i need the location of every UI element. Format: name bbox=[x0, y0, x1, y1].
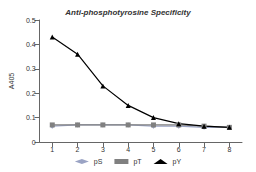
svg-text:0.3: 0.3 bbox=[26, 65, 36, 72]
svg-text:pY: pY bbox=[173, 158, 182, 166]
svg-text:0: 0 bbox=[32, 139, 36, 146]
svg-text:2: 2 bbox=[76, 146, 80, 153]
svg-text:3: 3 bbox=[101, 146, 105, 153]
svg-text:1: 1 bbox=[50, 146, 54, 153]
svg-text:0.5: 0.5 bbox=[26, 17, 36, 24]
svg-text:5: 5 bbox=[152, 146, 156, 153]
svg-text:pT: pT bbox=[133, 158, 142, 166]
svg-text:4: 4 bbox=[126, 146, 130, 153]
svg-text:0.1: 0.1 bbox=[26, 114, 36, 121]
svg-text:8: 8 bbox=[227, 146, 231, 153]
svg-text:6: 6 bbox=[177, 146, 181, 153]
svg-text:0.4: 0.4 bbox=[26, 41, 36, 48]
svg-text:0.2: 0.2 bbox=[26, 90, 36, 97]
svg-text:Anti-phosphotyrosine Specifici: Anti-phosphotyrosine Specificity bbox=[64, 8, 191, 17]
svg-text:A405: A405 bbox=[8, 73, 15, 89]
svg-text:7: 7 bbox=[202, 146, 206, 153]
svg-text:pS: pS bbox=[94, 158, 103, 166]
